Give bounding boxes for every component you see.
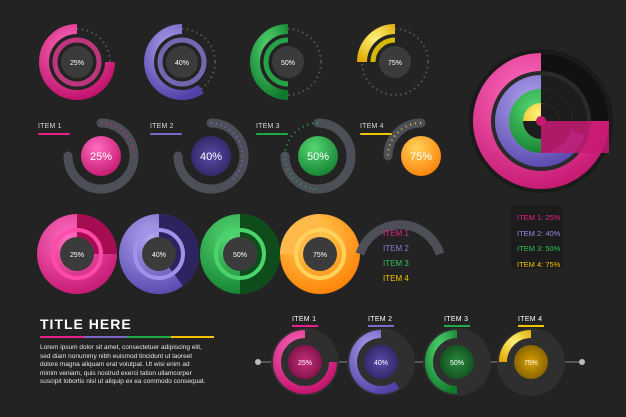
- right-legend-item-2: ITEM 2: 40%: [517, 228, 561, 238]
- bottom-label-3: ITEM 3: [444, 316, 470, 327]
- bottom-label-underline-3: [444, 325, 470, 327]
- timeline-start-dot: [255, 359, 261, 365]
- row1-gauge-4: [357, 24, 429, 96]
- right-legend-item-3: ITEM 3: 50%: [517, 244, 561, 253]
- row3-circle-2: [119, 214, 199, 294]
- row3-track-arc: [355, 220, 445, 256]
- row2-label-text-1: ITEM 1: [38, 123, 62, 130]
- row3-circle-3: [200, 214, 280, 294]
- row2-label-4: ITEM 4: [360, 123, 392, 135]
- bottom-label-underline-2: [368, 325, 394, 327]
- row1-gauge-2: [144, 24, 216, 100]
- row2-label-3: ITEM 3: [256, 123, 288, 135]
- row3-circle-4: [280, 214, 360, 294]
- row2-gauge-3: [280, 118, 356, 194]
- bottom-gauge-2: [347, 328, 415, 396]
- bottom-label-2: ITEM 2: [368, 316, 394, 327]
- row1-value-3: 50%: [281, 60, 295, 67]
- body-paragraph: Lorem ipsum dolor sit amet, consectetuer…: [40, 344, 206, 386]
- bottom-label-1: ITEM 1: [292, 316, 318, 327]
- row2-label-underline-1: [38, 133, 70, 135]
- row3-legend-item-3: ITEM 3: [383, 259, 409, 268]
- bottom-value-4: 75%: [524, 360, 538, 367]
- row1-value-2: 40%: [175, 60, 189, 67]
- row1-value-4: 75%: [388, 60, 402, 67]
- bottom-label-underline-1: [292, 325, 318, 327]
- row2-value-3: 50%: [307, 151, 329, 163]
- row1-value-1: 25%: [70, 60, 84, 67]
- bottom-label-text-4: ITEM 4: [518, 316, 543, 323]
- row3-value-3: 50%: [233, 252, 247, 259]
- row3-legend-item-2: ITEM 2: [383, 244, 409, 253]
- bottom-label-underline-4: [518, 325, 544, 327]
- row3-value-4: 75%: [313, 252, 327, 259]
- row2-gauge-4: [383, 118, 441, 176]
- bottom-label-4: ITEM 4: [518, 316, 544, 327]
- row1-gauge-3: [250, 24, 322, 100]
- bottom-value-3: 50%: [450, 360, 464, 367]
- row2-label-underline-4: [360, 133, 392, 135]
- row2-value-4: 75%: [410, 151, 432, 163]
- bottom-label-text-1: ITEM 1: [292, 316, 317, 323]
- right-legend-item-1: ITEM 1: 25%: [517, 213, 561, 222]
- timeline-end-dot: [579, 359, 585, 365]
- row3-legend-item-1: ITEM 1: [383, 229, 409, 238]
- bottom-gauge-1: [271, 328, 339, 396]
- row2-label-underline-3: [256, 133, 288, 135]
- row2-label-text-2: ITEM 2: [150, 123, 174, 130]
- row2-label-2: ITEM 2: [150, 123, 182, 135]
- title-block: TITLE HERE Lorem ipsum dolor sit amet, c…: [40, 316, 220, 387]
- row2-label-1: ITEM 1: [38, 123, 70, 135]
- row2-gauge-1: [63, 118, 139, 194]
- concentric-ring-chart: [469, 49, 613, 193]
- bottom-value-1: 25%: [298, 360, 312, 367]
- row2-value-2: 40%: [200, 151, 222, 163]
- bottom-label-text-3: ITEM 3: [444, 316, 469, 323]
- right-legend-item-4: ITEM 4: 75%: [517, 259, 561, 269]
- right-legend: ITEM 1: 25% ITEM 2: 40% ITEM 3: 50% ITEM…: [511, 205, 563, 269]
- row3-legend: ITEM 1 ITEM 2 ITEM 3 ITEM 4: [383, 226, 409, 286]
- row2-label-text-3: ITEM 3: [256, 123, 280, 130]
- row2-gauge-2: [173, 118, 249, 194]
- row3-value-1: 25%: [70, 252, 84, 259]
- page-title: TITLE HERE: [40, 316, 132, 332]
- bottom-label-text-2: ITEM 2: [368, 316, 393, 323]
- row2-label-underline-2: [150, 133, 182, 135]
- row3-value-2: 40%: [152, 252, 166, 259]
- bottom-value-2: 40%: [374, 360, 388, 367]
- row1-gauge-1: [39, 24, 115, 100]
- row2-value-1: 25%: [90, 151, 112, 163]
- bottom-gauge-4: [497, 328, 565, 396]
- row3-circle-1: [37, 214, 117, 294]
- title-color-bar: [40, 336, 214, 338]
- row3-legend-item-4: ITEM 4: [383, 274, 409, 283]
- row2-label-text-4: ITEM 4: [360, 123, 384, 130]
- bottom-gauge-3: [423, 328, 491, 396]
